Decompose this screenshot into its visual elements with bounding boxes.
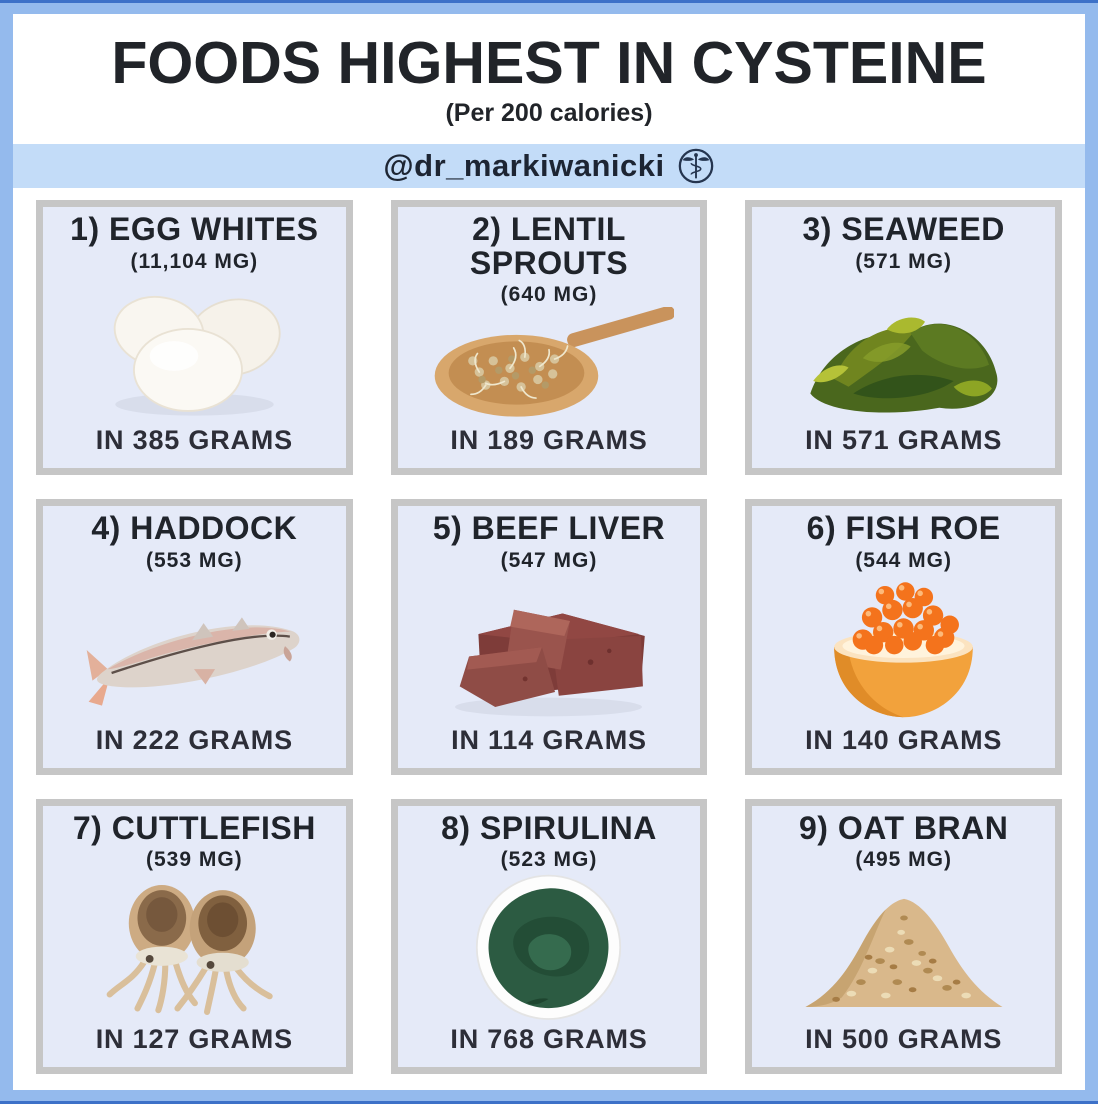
food-serving: IN 385 GRAMS	[95, 425, 293, 456]
food-name: 2) LENTIL SPROUTS	[469, 211, 629, 281]
page-title: FOODS HIGHEST IN CYSTEINE	[111, 30, 987, 96]
food-name: 9) OAT BRAN	[798, 809, 1009, 846]
spirulina-image	[406, 872, 693, 1022]
haddock-image	[51, 573, 338, 723]
food-mg: (544 MG)	[855, 548, 952, 572]
food-mg: (640 MG)	[500, 283, 598, 307]
food-card-fish-roe: 6) FISH ROE (544 MG)	[745, 499, 1062, 775]
caduceus-icon	[677, 147, 715, 185]
food-card-beef-liver: 5) BEEF LIVER (547 MG)	[390, 499, 708, 775]
food-card-seaweed: 3) SEAWEED (571 MG) IN 571 GRAMS	[745, 200, 1062, 476]
beef-liver-image	[406, 573, 693, 723]
food-mg: (11,104 MG)	[130, 249, 259, 273]
page-subtitle: (Per 200 calories)	[445, 99, 653, 127]
food-card-cuttlefish: 7) CUTTLEFISH (539 MG)	[36, 798, 353, 1074]
food-mg: (495 MG)	[855, 848, 952, 872]
food-serving: IN 768 GRAMS	[450, 1024, 648, 1054]
food-grid: 1) EGG WHITES (11,104 MG) IN 385 GRAMS 2…	[13, 188, 1085, 1090]
food-name: 3) SEAWEED	[802, 211, 1005, 247]
food-serving: IN 571 GRAMS	[805, 425, 1003, 456]
food-card-lentil-sprouts: 2) LENTIL SPROUTS (640 MG)	[390, 200, 708, 476]
food-name: 1) EGG WHITES	[70, 211, 319, 247]
food-card-egg-whites: 1) EGG WHITES (11,104 MG) IN 385 GRAMS	[36, 200, 353, 476]
food-mg: (539 MG)	[145, 848, 243, 872]
author-handle: @dr_markiwanicki	[383, 148, 665, 183]
food-card-haddock: 4) HADDOCK (553 MG)	[36, 499, 353, 775]
author-banner: @dr_markiwanicki	[13, 144, 1085, 188]
food-card-oat-bran: 9) OAT BRAN (495 MG)	[745, 798, 1062, 1074]
cuttlefish-image	[51, 872, 338, 1022]
food-name: 6) FISH ROE	[806, 510, 1001, 547]
food-name: 8) SPIRULINA	[441, 809, 657, 846]
header: FOODS HIGHEST IN CYSTEINE (Per 200 calor…	[13, 14, 1085, 128]
oat-bran-image	[760, 872, 1047, 1022]
food-serving: IN 127 GRAMS	[95, 1024, 293, 1054]
food-name: 7) CUTTLEFISH	[72, 809, 316, 846]
seaweed-image	[760, 274, 1047, 424]
food-mg: (553 MG)	[145, 548, 243, 572]
fish-roe-image	[760, 573, 1047, 723]
food-serving: IN 500 GRAMS	[805, 1024, 1003, 1054]
food-card-spirulina: 8) SPIRULINA (523 MG) IN 768 GRAMS	[390, 798, 708, 1074]
food-serving: IN 140 GRAMS	[805, 724, 1003, 755]
egg-whites-image	[51, 274, 338, 424]
food-name: 4) HADDOCK	[91, 510, 298, 547]
poster-body: FOODS HIGHEST IN CYSTEINE (Per 200 calor…	[13, 14, 1085, 1090]
food-serving: IN 222 GRAMS	[95, 724, 293, 755]
food-mg: (547 MG)	[500, 548, 598, 572]
food-mg: (571 MG)	[855, 249, 952, 273]
food-mg: (523 MG)	[500, 848, 598, 872]
lentil-sprouts-image	[406, 307, 693, 423]
food-serving: IN 189 GRAMS	[450, 425, 648, 456]
food-serving: IN 114 GRAMS	[451, 724, 647, 755]
food-name: 5) BEEF LIVER	[432, 510, 666, 547]
